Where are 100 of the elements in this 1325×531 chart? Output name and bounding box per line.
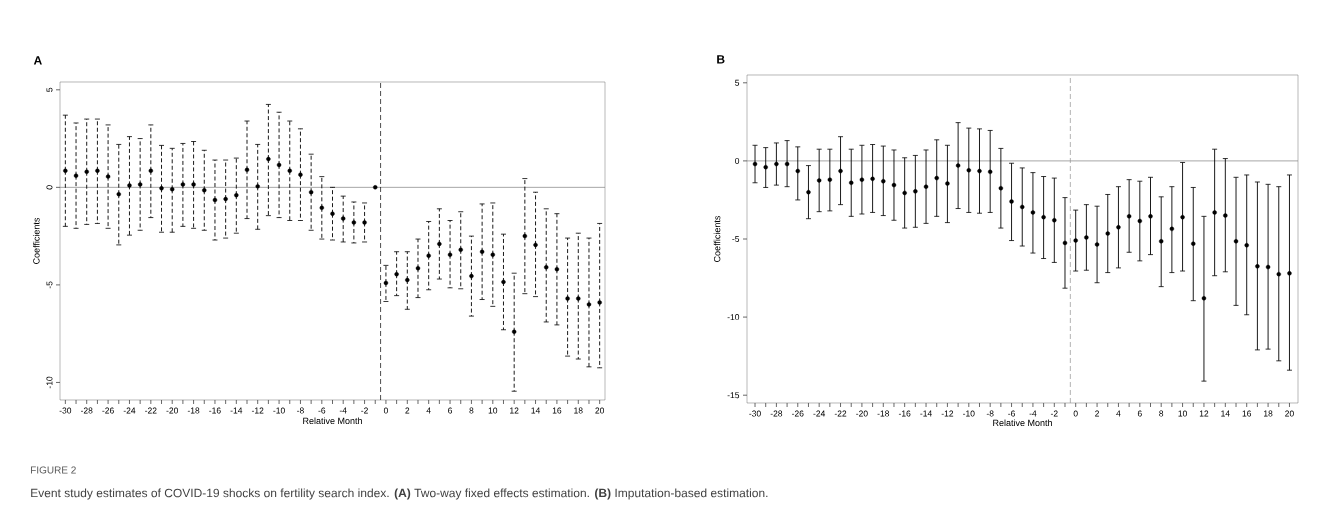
point xyxy=(244,167,250,172)
point xyxy=(565,296,570,301)
x-tick-label: -6 xyxy=(1008,410,1015,417)
point xyxy=(945,181,950,186)
point xyxy=(763,164,768,170)
y-tick-label: 5 xyxy=(735,79,740,86)
x-tick-label: -4 xyxy=(1029,410,1037,417)
x-tick-label: 14 xyxy=(1221,410,1230,417)
y-axis-title: Coefficients xyxy=(32,217,40,264)
x-axis-title: Relative Month xyxy=(303,417,362,425)
point xyxy=(479,249,485,254)
point xyxy=(554,267,560,272)
caption: FIGURE 2 xyxy=(31,466,76,474)
x-tick-label: -24 xyxy=(813,410,826,417)
x-tick-label: 8 xyxy=(469,407,474,414)
y-tick-label: 0 xyxy=(735,157,740,164)
point xyxy=(1233,239,1239,244)
x-tick-label: -26 xyxy=(792,410,804,417)
point xyxy=(1158,239,1164,244)
point xyxy=(469,273,474,279)
point xyxy=(351,220,357,225)
point xyxy=(298,172,303,177)
x-tick-label: -28 xyxy=(770,410,783,417)
point xyxy=(73,173,79,178)
point xyxy=(148,168,154,173)
point xyxy=(212,197,218,203)
point xyxy=(1148,214,1153,219)
point xyxy=(180,182,186,187)
point xyxy=(1265,264,1271,270)
point xyxy=(490,252,495,257)
text: Event study estimates of COVID-19 shocks on fertility search index. (A) Two-way fixed effects estimation. (B) Imputation-based estimation. xyxy=(31,488,768,500)
point xyxy=(752,161,758,167)
point xyxy=(870,176,875,182)
point xyxy=(159,186,164,191)
y-axis-title: Coefficients xyxy=(713,215,721,262)
point xyxy=(1094,242,1100,247)
point xyxy=(522,233,528,239)
x-tick-label: 8 xyxy=(1159,410,1164,417)
x-tick-label: -10 xyxy=(273,407,285,414)
x-tick-label: -8 xyxy=(986,410,994,417)
x-tick-label: 18 xyxy=(574,407,583,414)
x-tick-label: -18 xyxy=(187,407,200,414)
point xyxy=(576,296,581,301)
point xyxy=(1073,238,1078,243)
x-tick-label: -14 xyxy=(920,410,932,417)
point xyxy=(784,161,790,167)
x-tick-label: -28 xyxy=(80,407,93,414)
point xyxy=(511,329,517,334)
x-tick-label: 14 xyxy=(531,407,541,414)
point xyxy=(255,184,260,189)
x-tick-label: -16 xyxy=(898,410,911,417)
point xyxy=(276,162,282,168)
x-tick-label: 4 xyxy=(426,407,431,414)
x-tick-label: 16 xyxy=(552,407,562,414)
y-tick-label: -5 xyxy=(46,281,53,289)
point xyxy=(795,168,800,174)
y-tick-label: -10 xyxy=(46,376,53,389)
point xyxy=(447,252,453,257)
x-tick-label: 20 xyxy=(595,407,605,414)
point xyxy=(1255,264,1260,269)
point xyxy=(1052,218,1057,223)
y-tick-label: 5 xyxy=(46,87,53,92)
x-tick-label: -14 xyxy=(230,407,243,414)
point xyxy=(170,187,175,192)
x-tick-label: 2 xyxy=(405,407,410,414)
point xyxy=(1041,214,1046,220)
x-tick-label: 4 xyxy=(1116,410,1121,417)
x-axis-title: Relative Month xyxy=(993,419,1052,427)
point xyxy=(816,178,822,183)
x-tick-label: -10 xyxy=(963,410,975,417)
point xyxy=(923,184,929,189)
point xyxy=(1201,296,1207,301)
x-tick-label: 0 xyxy=(1073,410,1078,417)
x-tick-label: 16 xyxy=(1242,410,1252,417)
point xyxy=(234,192,239,198)
point xyxy=(586,302,592,307)
point xyxy=(1137,218,1143,224)
point xyxy=(95,168,100,173)
point xyxy=(394,271,399,277)
x-tick-label: 18 xyxy=(1264,410,1273,417)
point xyxy=(1223,213,1228,218)
point xyxy=(597,300,602,305)
point xyxy=(891,182,897,188)
point xyxy=(383,280,389,286)
x-tick-label: -2 xyxy=(1050,410,1058,417)
point xyxy=(127,183,132,188)
y-tick-label: -15 xyxy=(727,392,740,399)
point xyxy=(1020,204,1025,210)
point xyxy=(1191,241,1196,246)
point xyxy=(774,161,779,167)
x-tick-label: 12 xyxy=(1199,410,1209,417)
x-tick-label: -18 xyxy=(877,410,890,417)
point xyxy=(533,242,538,248)
point xyxy=(373,185,378,190)
x-tick-label: -12 xyxy=(941,410,954,417)
point xyxy=(202,188,207,193)
point xyxy=(902,190,907,196)
point xyxy=(859,177,865,182)
point xyxy=(806,189,811,195)
point xyxy=(955,163,961,168)
